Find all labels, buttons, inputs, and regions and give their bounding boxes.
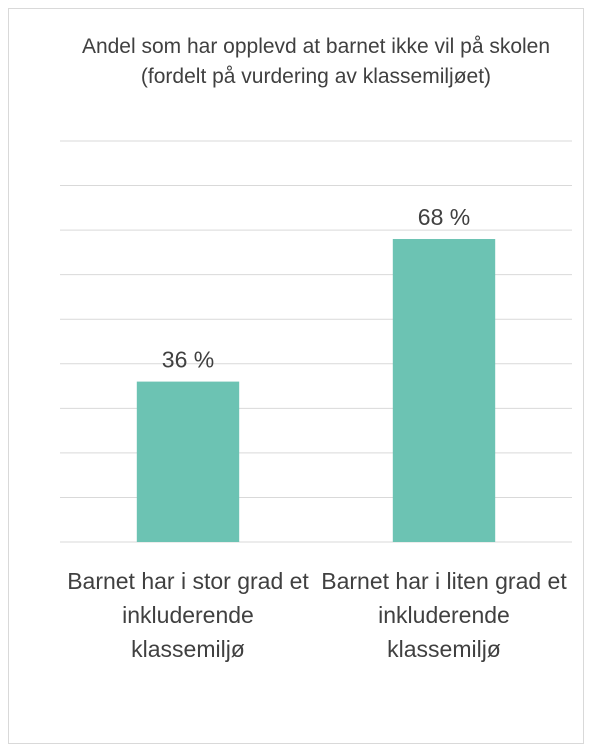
x-tick-label: Barnet har i liten grad et inkluderende … (321, 568, 567, 662)
chart-title: Andel som har opplevd at barnet ikke vil… (81, 35, 551, 88)
bar (392, 239, 496, 542)
bar (136, 381, 240, 542)
x-tick-label: Barnet har i stor grad et inkluderende k… (67, 568, 309, 662)
data-label: 36 % (162, 347, 214, 373)
chart-frame (8, 8, 584, 744)
data-label: 68 % (418, 204, 470, 230)
